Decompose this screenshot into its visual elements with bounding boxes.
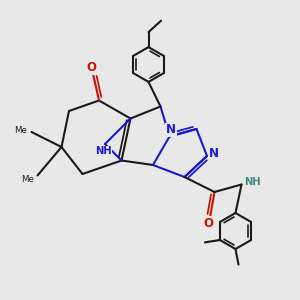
Text: N: N: [166, 123, 176, 136]
Text: O: O: [203, 217, 214, 230]
Text: Me: Me: [21, 175, 34, 184]
Text: N: N: [208, 146, 219, 160]
Text: Me: Me: [14, 126, 27, 135]
Text: NH: NH: [244, 177, 261, 187]
Text: O: O: [86, 61, 97, 74]
Text: NH: NH: [95, 146, 112, 157]
